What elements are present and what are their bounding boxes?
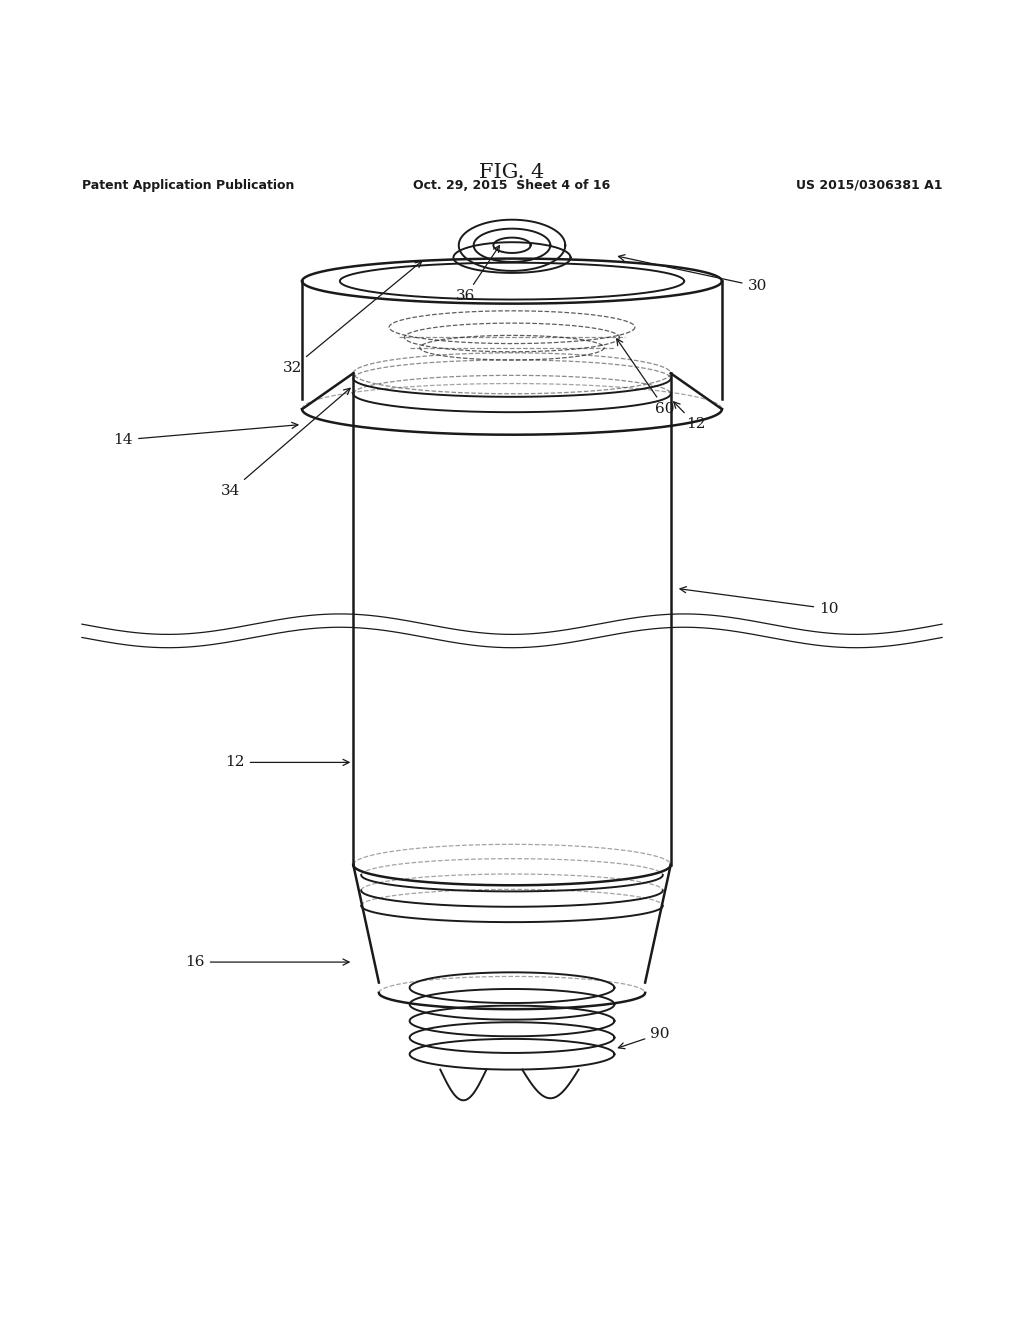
Text: 14: 14	[114, 422, 298, 447]
Text: 16: 16	[185, 956, 349, 969]
Text: 32: 32	[283, 261, 422, 375]
Text: US 2015/0306381 A1: US 2015/0306381 A1	[796, 178, 942, 191]
Text: 12: 12	[674, 401, 706, 432]
Text: 60: 60	[616, 339, 675, 416]
Text: Oct. 29, 2015  Sheet 4 of 16: Oct. 29, 2015 Sheet 4 of 16	[414, 178, 610, 191]
Text: FIG. 4: FIG. 4	[479, 162, 545, 182]
Text: 10: 10	[680, 586, 839, 616]
Text: Patent Application Publication: Patent Application Publication	[82, 178, 294, 191]
Text: 12: 12	[225, 755, 349, 770]
Text: 90: 90	[618, 1027, 670, 1048]
Text: 36: 36	[456, 246, 500, 304]
Text: 30: 30	[618, 255, 767, 293]
Text: 34: 34	[221, 388, 350, 498]
